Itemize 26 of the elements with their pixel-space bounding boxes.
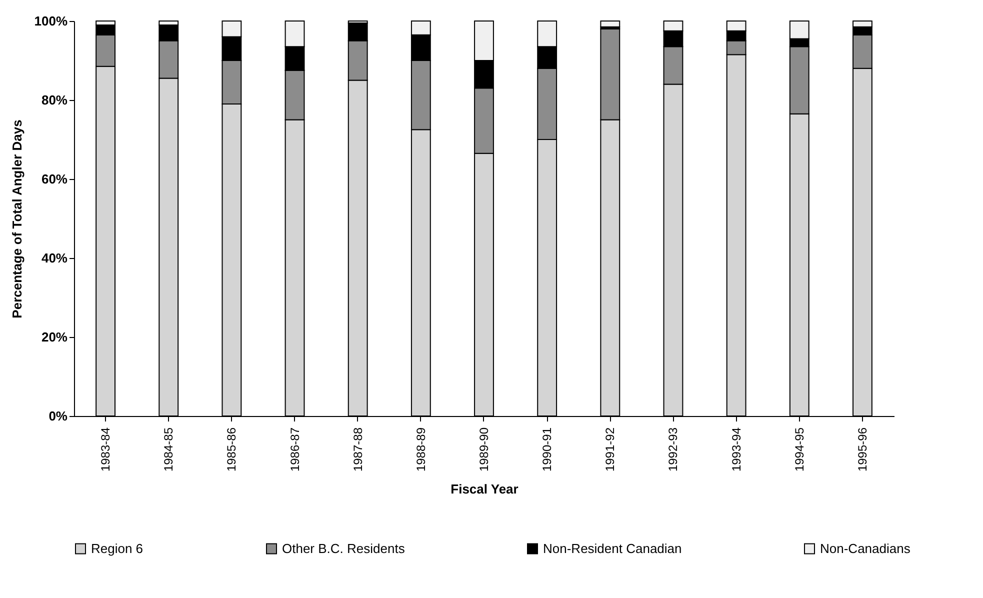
x-tick-label: 1989-90 bbox=[477, 427, 491, 472]
y-tick-label: 20% bbox=[41, 330, 68, 344]
y-tick-label: 80% bbox=[41, 92, 68, 108]
x-tick-label: 1986-87 bbox=[288, 427, 302, 472]
legend-label: Region 6 bbox=[91, 540, 144, 556]
x-tick-label: 1995-96 bbox=[855, 427, 870, 472]
x-tick-label: 1984-85 bbox=[162, 427, 176, 472]
y-tick-label: 100% bbox=[34, 14, 68, 28]
x-tick-label: 1991-92 bbox=[603, 427, 618, 472]
y-axis-title: Percentage of Total Angler Days bbox=[9, 120, 24, 318]
x-tick-label: 1988-89 bbox=[414, 427, 428, 472]
x-tick-label: 1990-91 bbox=[540, 427, 554, 472]
x-tick-label: 1992-93 bbox=[666, 427, 680, 472]
x-tick-label: 1994-95 bbox=[792, 427, 806, 472]
y-tick-label: 0% bbox=[48, 408, 68, 424]
x-tick-label: 1985-86 bbox=[224, 427, 239, 472]
x-axis-title: Fiscal Year bbox=[450, 482, 518, 497]
x-tick-label: 1987-88 bbox=[350, 427, 365, 472]
x-tick-label: 1993-94 bbox=[729, 427, 744, 472]
y-tick-label: 60% bbox=[41, 172, 68, 186]
x-tick-label: 1983-84 bbox=[98, 427, 113, 472]
legend-label: Other B.C. Residents bbox=[282, 540, 406, 556]
legend-label: Non-Canadians bbox=[820, 540, 911, 556]
bar bbox=[600, 20, 620, 28]
y-tick-label: 40% bbox=[41, 250, 68, 266]
legend-label: Non-Resident Canadian bbox=[543, 540, 682, 556]
